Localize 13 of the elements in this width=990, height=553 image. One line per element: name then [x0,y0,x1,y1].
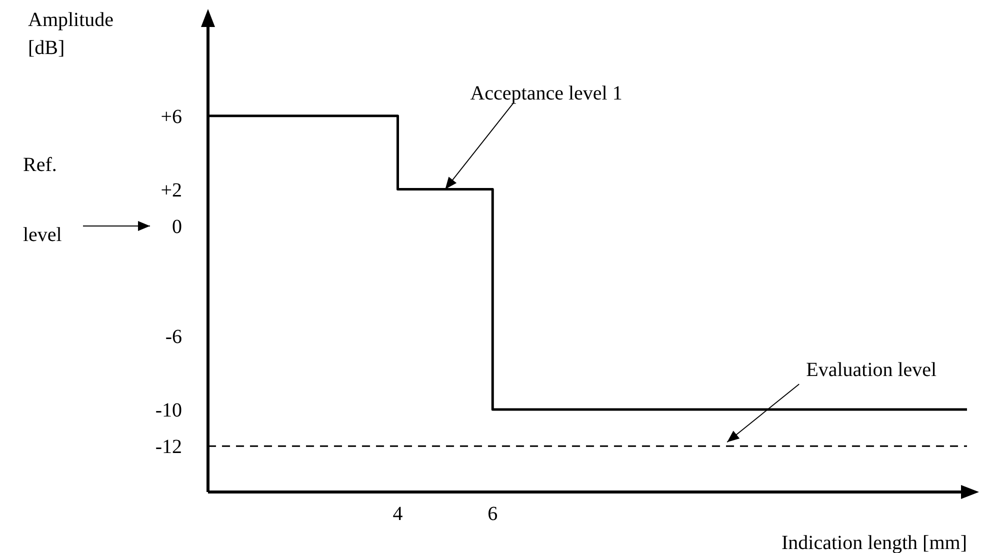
y-tick-label: -12 [155,436,182,458]
x-tick-label: 6 [488,503,498,526]
annotation: Acceptance level 1 [470,82,622,104]
y-tick-label: -6 [165,326,182,348]
x-tick-label: 4 [392,503,403,526]
y-tick-label: +2 [160,179,182,202]
y-axis-title: Amplitude [dB] [28,9,114,59]
y-tick-label: 0 [172,216,182,238]
y-tick-label: +6 [160,106,182,128]
text: Ref. level [23,154,62,246]
ref-line-label: Evaluation level [806,359,938,382]
y-tick-label: -10 [155,400,182,422]
x-axis-title: Indication length [mm] [781,532,967,553]
